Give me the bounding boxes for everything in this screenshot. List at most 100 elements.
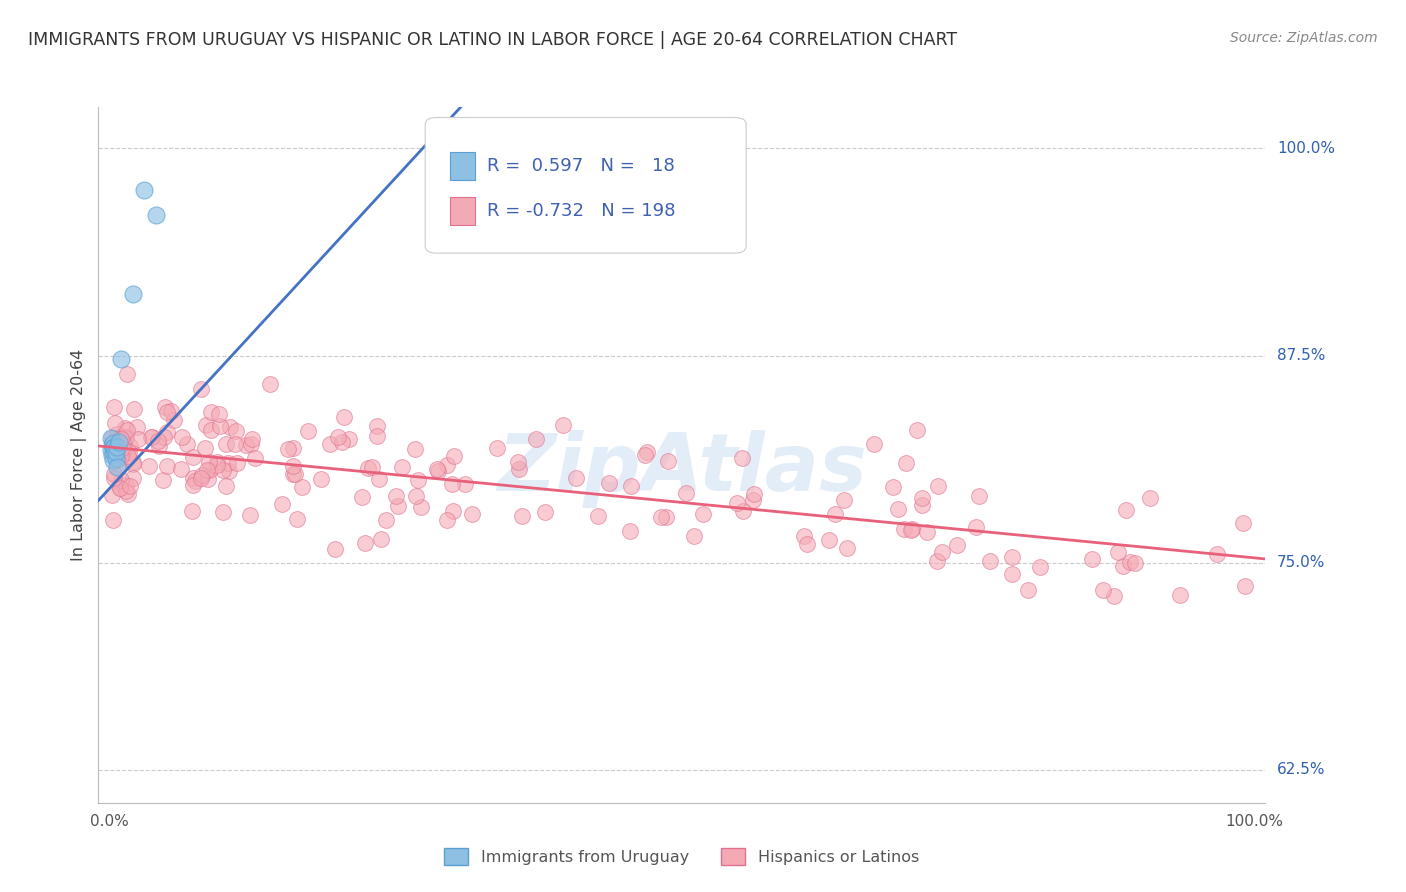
Point (152, 473, 174, 487)
Point (122, 471, 145, 485)
Point (205, 458, 228, 472)
Y-axis label: In Labor Force | Age 20-64: In Labor Force | Age 20-64 (72, 349, 87, 561)
Point (105, 426, 128, 441)
Point (1206, 547, 1229, 561)
Point (1232, 516, 1254, 530)
Point (281, 458, 304, 473)
Point (657, 454, 679, 468)
Point (219, 420, 242, 434)
Point (337, 433, 360, 447)
Point (170, 430, 193, 444)
Point (863, 436, 886, 450)
Point (159, 404, 181, 418)
Point (190, 382, 212, 396)
Point (650, 510, 672, 524)
Point (194, 441, 217, 455)
Point (284, 467, 307, 481)
Point (508, 462, 530, 476)
Point (226, 456, 249, 470)
Point (115, 478, 138, 492)
Point (103, 446, 125, 460)
Point (100, 431, 122, 445)
Text: 75.0%: 75.0% (1277, 555, 1326, 570)
Point (319, 437, 342, 451)
Point (931, 545, 953, 559)
Point (115, 423, 138, 437)
Point (675, 486, 697, 500)
Point (967, 489, 990, 503)
Point (153, 430, 176, 444)
Point (100, 431, 122, 445)
Point (218, 464, 240, 478)
Point (163, 413, 186, 427)
Text: R =  0.597   N =   18: R = 0.597 N = 18 (486, 157, 675, 175)
Point (1123, 556, 1146, 570)
Point (101, 513, 124, 527)
Point (117, 486, 139, 500)
Point (110, 449, 132, 463)
Point (103, 453, 125, 467)
Point (146, 434, 169, 449)
Point (965, 519, 987, 533)
Point (366, 429, 388, 443)
Point (156, 405, 179, 419)
Point (283, 467, 305, 482)
Point (1017, 582, 1039, 597)
FancyBboxPatch shape (425, 118, 747, 253)
Point (731, 450, 754, 465)
Point (104, 451, 127, 466)
Point (793, 529, 815, 543)
Point (115, 483, 138, 498)
Point (524, 432, 547, 446)
Point (195, 462, 218, 476)
Point (105, 459, 128, 474)
Point (436, 458, 458, 473)
Point (118, 479, 141, 493)
Point (153, 400, 176, 414)
Point (818, 533, 841, 548)
Text: Source: ZipAtlas.com: Source: ZipAtlas.com (1230, 31, 1378, 45)
Point (191, 468, 214, 483)
Point (1119, 555, 1142, 569)
Point (235, 438, 257, 452)
Point (122, 401, 145, 416)
Point (105, 440, 128, 454)
Point (110, 431, 132, 445)
Point (115, 430, 138, 444)
Point (325, 542, 347, 557)
Point (441, 504, 464, 518)
Point (915, 524, 938, 539)
Bar (450, 153, 475, 180)
Point (588, 508, 610, 523)
Point (122, 455, 145, 469)
Point (243, 451, 266, 466)
Point (1081, 552, 1104, 566)
Point (118, 439, 141, 453)
Point (1000, 567, 1022, 582)
Point (141, 430, 163, 444)
Point (103, 467, 125, 481)
Point (285, 512, 308, 526)
Point (633, 448, 655, 462)
Point (742, 492, 765, 507)
Point (101, 488, 124, 502)
Point (104, 444, 127, 458)
Point (104, 417, 127, 431)
Point (882, 480, 904, 494)
Point (1029, 560, 1052, 574)
Point (925, 554, 948, 568)
Point (145, 208, 167, 222)
Point (156, 425, 179, 439)
Point (115, 367, 138, 381)
Text: 62.5%: 62.5% (1277, 762, 1326, 777)
Point (101, 448, 124, 462)
Point (181, 477, 204, 491)
Point (391, 460, 413, 475)
Point (731, 504, 754, 518)
Point (911, 499, 934, 513)
Point (385, 490, 408, 504)
Point (824, 507, 846, 521)
Point (111, 441, 134, 455)
Point (183, 474, 205, 488)
Point (1092, 582, 1115, 597)
